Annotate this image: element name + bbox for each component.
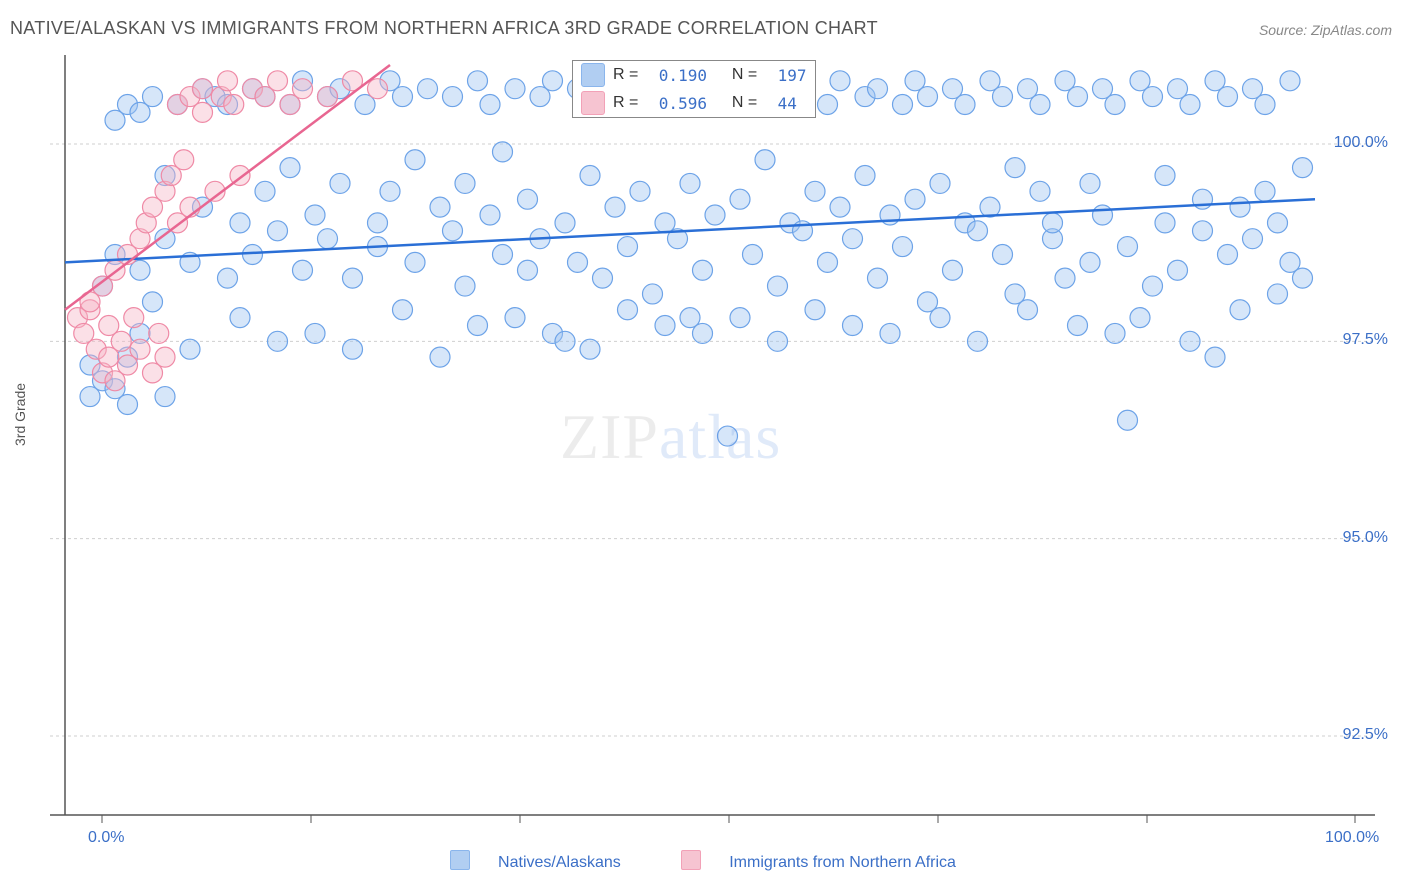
chart-title: NATIVE/ALASKAN VS IMMIGRANTS FROM NORTHE… [10,18,878,39]
swatch-blue [450,850,470,870]
swatch-pink-top [581,91,605,115]
y-axis-label: 3rd Grade [12,383,28,446]
legend-bottom: Natives/Alaskans Immigrants from Norther… [0,850,1406,872]
scatter-chart [50,55,1375,845]
xtick-100: 100.0% [1325,829,1379,847]
xtick-0: 0.0% [88,829,124,847]
swatch-pink [681,850,701,870]
ytick-100: 100.0% [1334,134,1388,152]
ytick-92-5: 92.5% [1343,726,1388,744]
swatch-blue-top [581,63,605,87]
ytick-95: 95.0% [1343,529,1388,547]
ytick-97-5: 97.5% [1343,331,1388,349]
source-label: Source: ZipAtlas.com [1259,22,1392,38]
legend-correlation: R = 0.190 N = 197 R = 0.596 N = 44 [572,60,816,118]
